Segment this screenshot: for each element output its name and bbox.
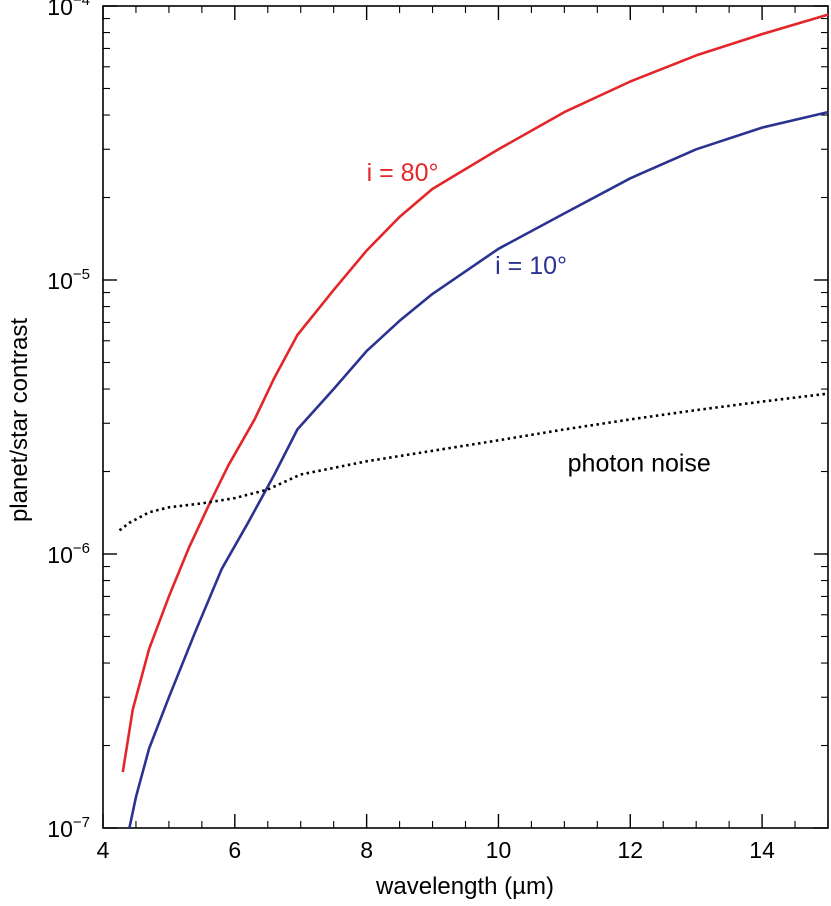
y-tick-exponent: −5 bbox=[73, 266, 90, 283]
x-axis-title: wavelength (µm) bbox=[375, 873, 554, 900]
y-tick-base: 10 bbox=[47, 542, 73, 568]
x-tick-label: 8 bbox=[360, 837, 373, 863]
series-label-i-10: i = 10° bbox=[495, 252, 567, 280]
y-tick-base: 10 bbox=[47, 0, 73, 20]
y-tick-label: 10−4 bbox=[47, 0, 90, 20]
series-line-photon-noise bbox=[118, 392, 829, 532]
x-tick-label: 10 bbox=[486, 837, 512, 863]
axis-ticks bbox=[102, 5, 829, 829]
x-tick-label: 12 bbox=[617, 837, 643, 863]
y-tick-base: 10 bbox=[47, 816, 73, 842]
series-layer: i = 80° i = 10° photon noise bbox=[118, 13, 829, 829]
plot-frame bbox=[102, 5, 829, 829]
y-axis-title: planet/star contrast bbox=[6, 318, 33, 522]
x-tick-label: 14 bbox=[749, 837, 775, 863]
y-tick-label: 10−6 bbox=[47, 540, 90, 568]
series-label-i-80: i = 80° bbox=[367, 159, 439, 187]
y-tick-label: 10−7 bbox=[47, 814, 90, 842]
series-line-i-10 bbox=[128, 110, 829, 829]
y-tick-exponent: −4 bbox=[73, 0, 90, 9]
series-line-i-80 bbox=[121, 13, 829, 773]
x-tick-label: 4 bbox=[97, 837, 110, 863]
y-tick-label: 10−5 bbox=[47, 266, 90, 294]
series-label-photon-noise: photon noise bbox=[568, 450, 711, 478]
y-tick-base: 10 bbox=[47, 268, 73, 294]
x-tick-label: 6 bbox=[228, 837, 241, 863]
y-tick-exponent: −6 bbox=[73, 540, 90, 557]
y-tick-exponent: −7 bbox=[73, 814, 90, 831]
